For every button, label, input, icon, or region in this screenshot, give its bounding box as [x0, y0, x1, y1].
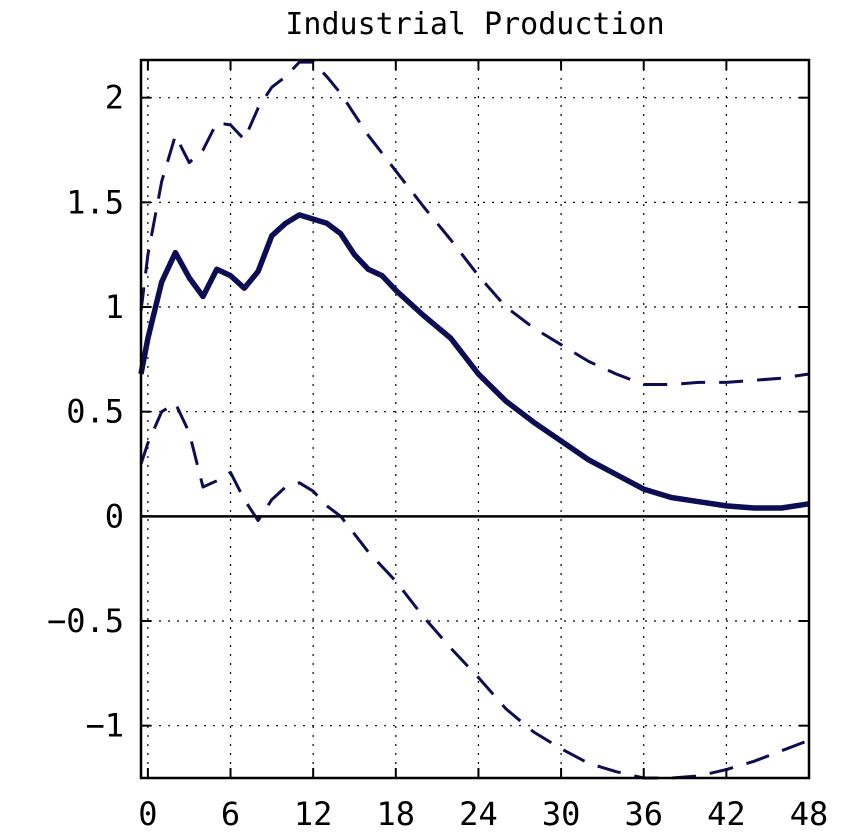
y-tick-label: −1: [85, 707, 124, 745]
y-tick-label: 2: [105, 79, 124, 117]
x-tick-label: 24: [459, 795, 498, 833]
band-line-1: [139, 60, 810, 386]
x-tick-label: 30: [542, 795, 581, 833]
grid: [141, 60, 809, 778]
impulse-response-line: [138, 212, 810, 511]
x-tick-label: 0: [138, 795, 157, 833]
y-tick-label: 0.5: [66, 393, 124, 431]
chart-title: Industrial Production: [285, 7, 664, 42]
series-layer: [138, 60, 810, 780]
x-tick-label: 18: [377, 795, 416, 833]
x-tick-label: 48: [790, 795, 829, 833]
x-tick-label: 36: [624, 795, 663, 833]
y-tick-label: 1: [105, 288, 124, 326]
x-tick-label: 12: [294, 795, 333, 833]
tick-labels: 0 6 12 18 24 30 36 42 48 −1 −0.5 0 0.5 1 1.5 2: [47, 79, 828, 833]
x-tick-label: 6: [221, 795, 240, 833]
axes: [139, 58, 811, 780]
band-line-2: [139, 401, 810, 780]
plot-frame: [139, 58, 811, 780]
y-tick-label: 1.5: [66, 183, 124, 221]
y-tick-label: −0.5: [47, 602, 124, 640]
x-tick-label: 42: [707, 795, 746, 833]
y-tick-label: 0: [105, 497, 124, 535]
